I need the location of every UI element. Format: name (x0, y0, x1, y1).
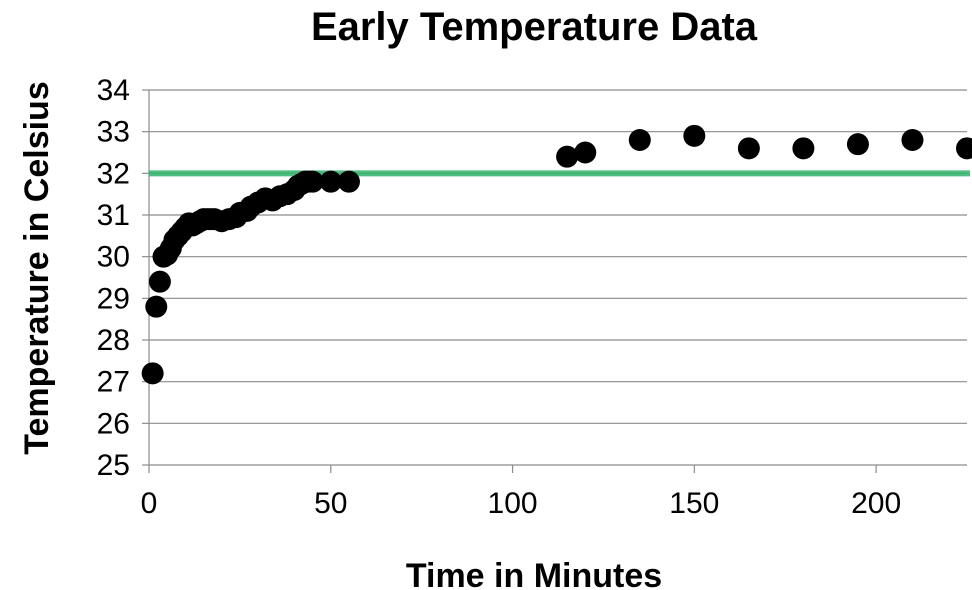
data-point (956, 137, 972, 160)
x-tick-label: 0 (141, 487, 158, 520)
data-point (846, 133, 869, 156)
data-point (628, 129, 651, 151)
x-tick-label: 50 (314, 487, 347, 520)
x-tick-label: 200 (851, 487, 901, 520)
chart-title: Early Temperature Data (311, 5, 758, 49)
data-point (337, 170, 360, 193)
data-point (792, 137, 815, 160)
y-axis-title: Temperature in Celsius (18, 81, 56, 455)
data-points (141, 124, 972, 385)
data-point (141, 362, 164, 385)
data-point (145, 295, 168, 318)
gridlines (148, 89, 967, 466)
y-tick-label: 26 (97, 407, 130, 440)
data-point (556, 145, 579, 168)
y-axis-ticks: 25 26 27 28 29 30 31 32 33 34 (97, 74, 149, 482)
data-point (148, 270, 171, 293)
data-point (301, 170, 324, 193)
x-tick-label: 100 (488, 487, 538, 520)
y-tick-label: 27 (97, 366, 130, 399)
data-point (901, 129, 924, 151)
y-tick-label: 34 (97, 74, 130, 107)
x-axis-title: Time in Minutes (406, 557, 662, 590)
data-point (737, 137, 760, 160)
y-tick-label: 29 (97, 282, 130, 315)
x-tick-label: 150 (669, 487, 719, 520)
data-point (683, 124, 706, 147)
y-tick-label: 25 (97, 449, 130, 482)
data-point (319, 170, 342, 193)
y-tick-label: 32 (97, 157, 130, 190)
y-tick-label: 30 (97, 241, 130, 274)
y-tick-label: 28 (97, 324, 130, 357)
y-tick-label: 33 (97, 116, 130, 149)
x-axis-ticks: 0 50 100 150 200 (141, 465, 901, 520)
data-point (574, 141, 597, 164)
y-tick-label: 31 (97, 199, 130, 232)
